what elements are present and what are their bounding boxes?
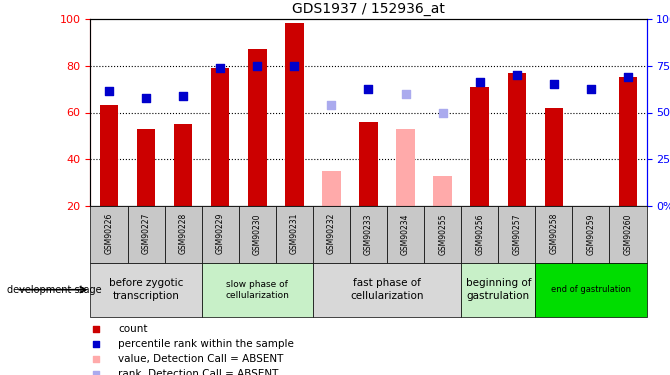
Text: slow phase of
cellularization: slow phase of cellularization <box>225 280 289 300</box>
Text: GSM90227: GSM90227 <box>141 213 151 254</box>
Text: GSM90259: GSM90259 <box>586 213 596 255</box>
Bar <box>174 124 192 206</box>
Text: development stage: development stage <box>7 285 101 295</box>
Point <box>549 81 559 87</box>
Bar <box>202 206 239 262</box>
Bar <box>396 129 415 206</box>
Bar <box>498 206 535 262</box>
Text: GSM90226: GSM90226 <box>105 213 113 254</box>
Bar <box>322 171 340 206</box>
Bar <box>100 105 118 206</box>
Point <box>215 65 226 71</box>
Bar <box>535 262 647 317</box>
Text: GSM90230: GSM90230 <box>253 213 262 255</box>
Text: value, Detection Call = ABSENT: value, Detection Call = ABSENT <box>118 354 283 364</box>
Bar <box>610 206 647 262</box>
Text: GSM90260: GSM90260 <box>624 213 632 255</box>
Text: GSM90232: GSM90232 <box>327 213 336 254</box>
Text: end of gastrulation: end of gastrulation <box>551 285 631 294</box>
Point <box>474 79 485 85</box>
Bar <box>507 73 526 206</box>
Bar <box>239 206 276 262</box>
Bar <box>202 262 313 317</box>
Bar <box>424 206 461 262</box>
Point <box>90 371 101 375</box>
Bar <box>248 49 267 206</box>
Bar <box>211 68 229 206</box>
Bar <box>545 108 563 206</box>
Text: before zygotic
transcription: before zygotic transcription <box>109 279 184 301</box>
Text: GSM90231: GSM90231 <box>290 213 299 254</box>
Bar <box>535 206 572 262</box>
Bar <box>350 206 387 262</box>
Text: percentile rank within the sample: percentile rank within the sample <box>118 339 294 349</box>
Point <box>438 110 448 116</box>
Text: GSM90229: GSM90229 <box>216 213 224 254</box>
Bar <box>313 206 350 262</box>
Point <box>363 86 374 92</box>
Bar <box>313 262 461 317</box>
Text: GSM90233: GSM90233 <box>364 213 373 255</box>
Bar <box>572 206 610 262</box>
Bar <box>137 129 155 206</box>
Bar <box>387 206 424 262</box>
Text: GSM90256: GSM90256 <box>475 213 484 255</box>
Bar <box>90 262 202 317</box>
Bar <box>276 206 313 262</box>
Bar <box>461 262 535 317</box>
Bar <box>618 77 637 206</box>
Bar <box>461 206 498 262</box>
Text: GSM90228: GSM90228 <box>179 213 188 254</box>
Bar <box>127 206 165 262</box>
Text: GSM90258: GSM90258 <box>549 213 558 254</box>
Text: rank, Detection Call = ABSENT: rank, Detection Call = ABSENT <box>118 369 279 375</box>
Title: GDS1937 / 152936_at: GDS1937 / 152936_at <box>292 2 445 16</box>
Bar <box>359 122 378 206</box>
Text: GSM90234: GSM90234 <box>401 213 410 255</box>
Text: beginning of
gastrulation: beginning of gastrulation <box>466 279 531 301</box>
Bar <box>165 206 202 262</box>
Point <box>289 63 299 69</box>
Bar <box>433 176 452 206</box>
Point <box>141 96 151 102</box>
Bar <box>90 206 127 262</box>
Point <box>252 63 263 69</box>
Point <box>178 93 188 99</box>
Text: GSM90255: GSM90255 <box>438 213 447 255</box>
Bar <box>470 87 489 206</box>
Point <box>622 74 633 80</box>
Bar <box>285 23 304 206</box>
Point <box>104 88 115 94</box>
Text: fast phase of
cellularization: fast phase of cellularization <box>350 279 424 301</box>
Point <box>90 326 101 332</box>
Text: count: count <box>118 324 148 334</box>
Point <box>90 356 101 362</box>
Point <box>511 72 522 78</box>
Point <box>400 91 411 97</box>
Point <box>586 86 596 92</box>
Text: GSM90257: GSM90257 <box>513 213 521 255</box>
Point <box>326 102 337 108</box>
Point <box>90 341 101 347</box>
